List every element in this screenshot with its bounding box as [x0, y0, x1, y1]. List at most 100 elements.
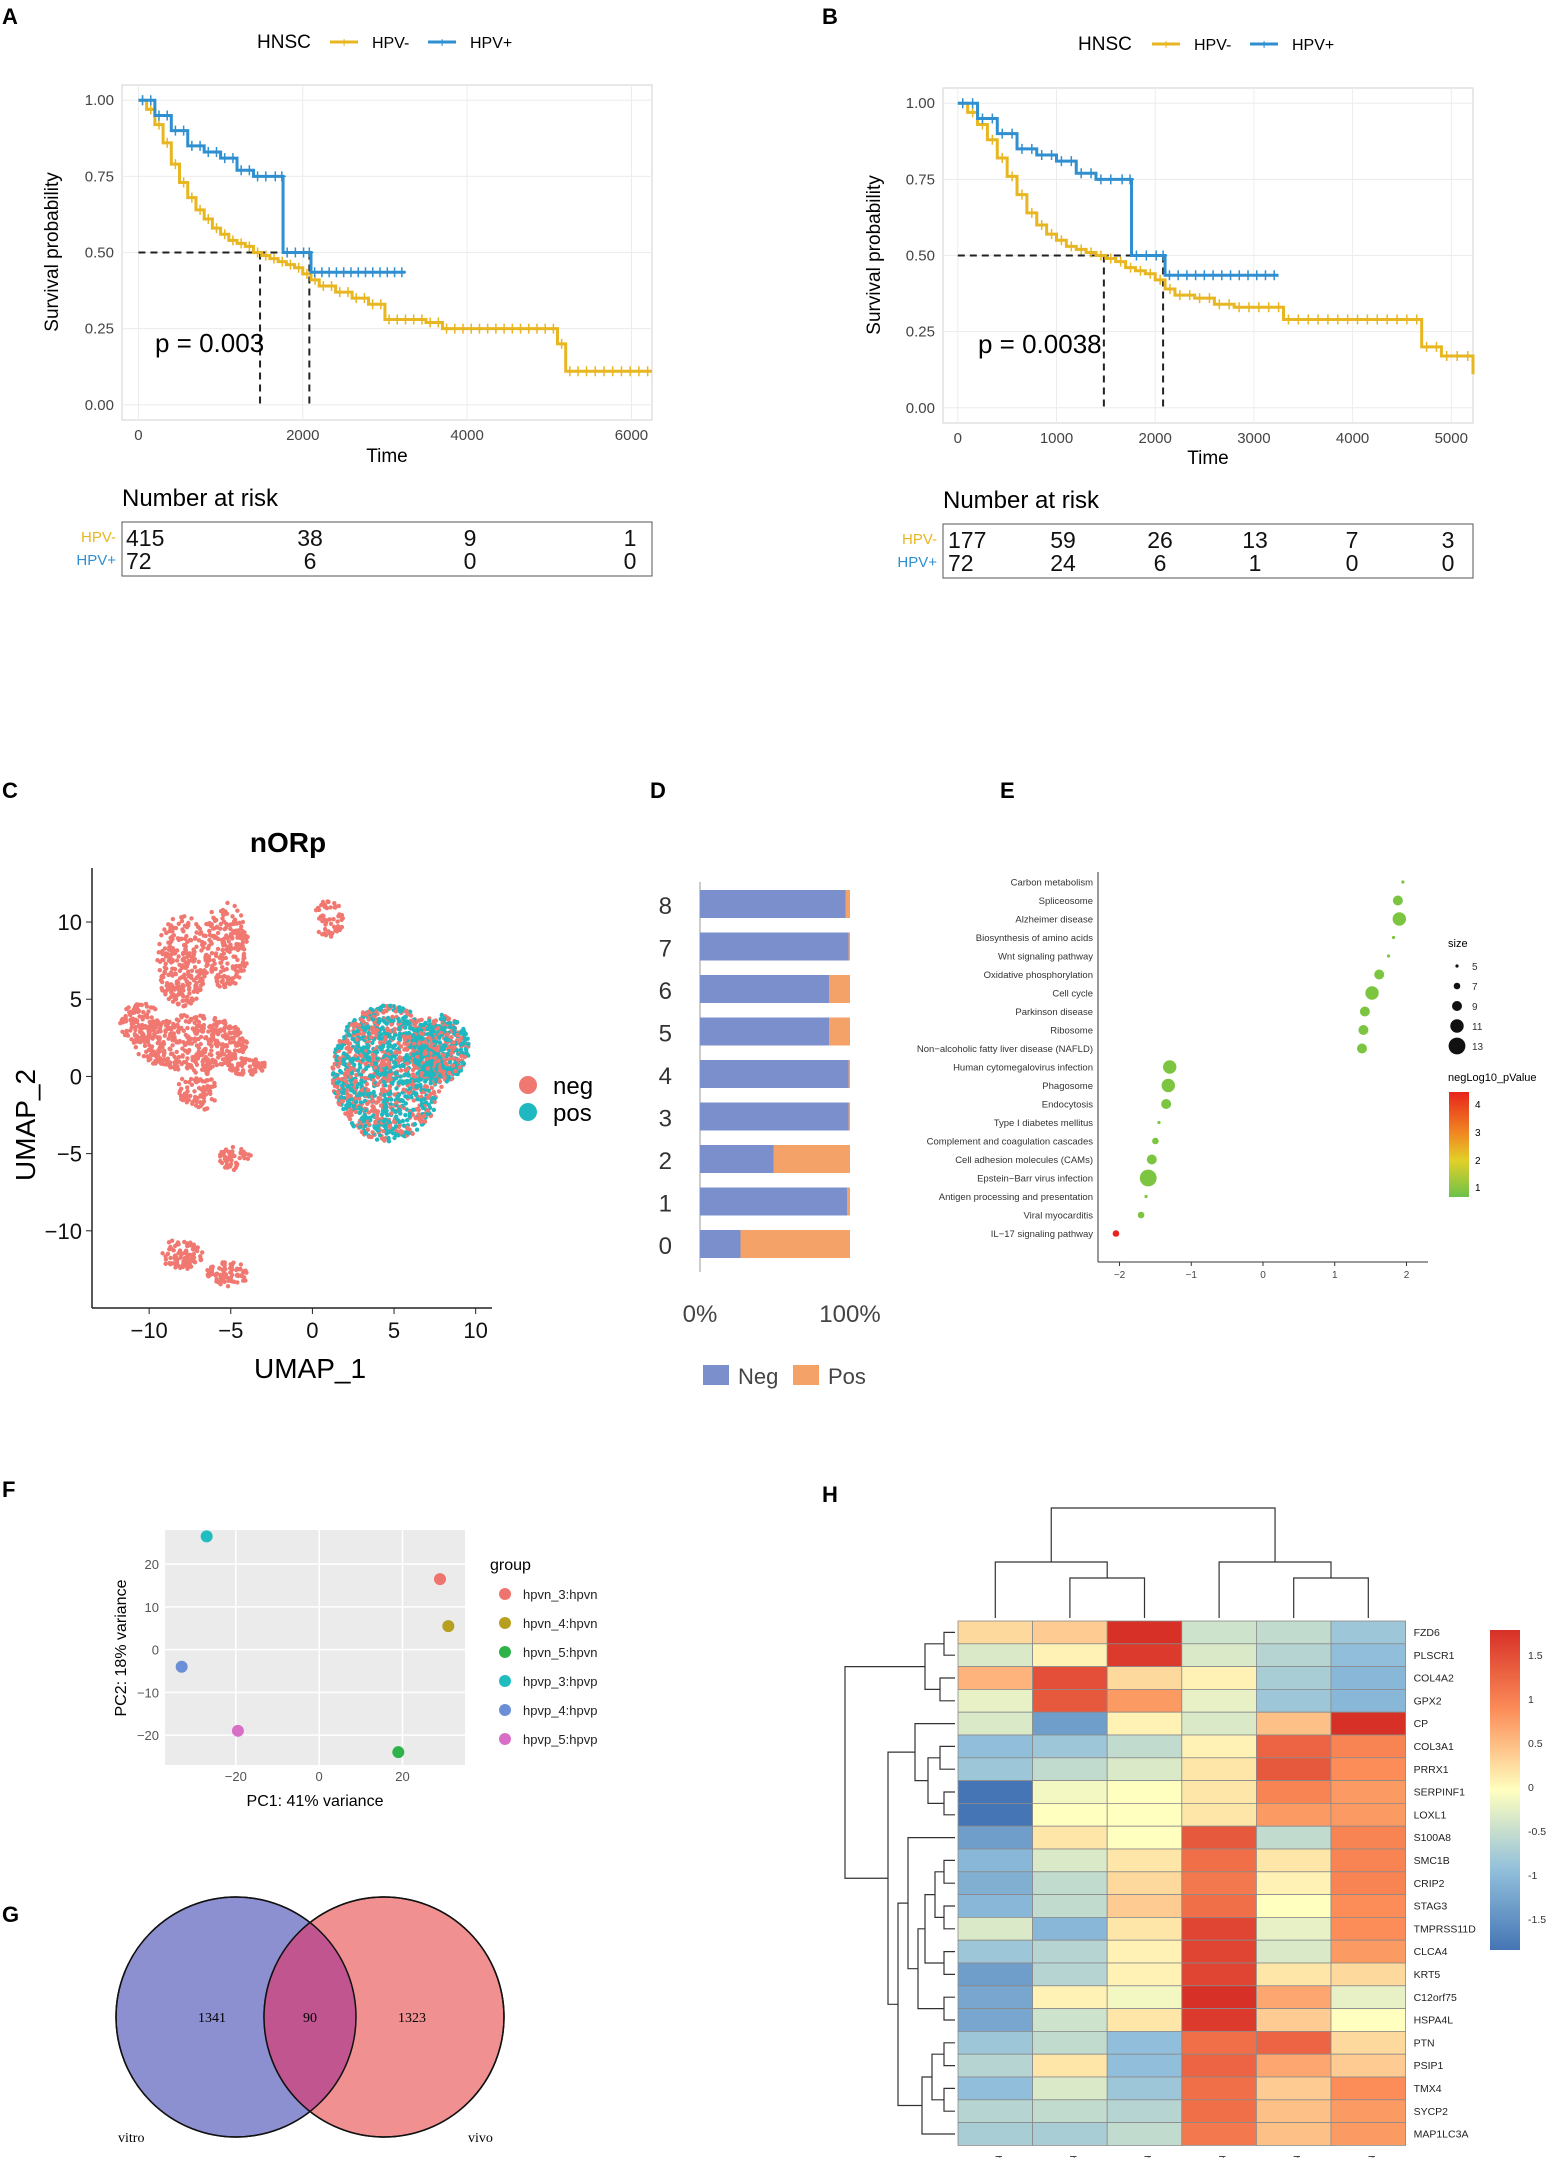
x-tick-label-a: 2000	[286, 427, 319, 444]
umap-cell	[404, 1009, 409, 1014]
censor-mark	[508, 323, 517, 334]
risk-count-b: 0	[1442, 550, 1455, 576]
heatmap-cell	[1181, 1848, 1257, 1873]
umap-cell	[394, 1100, 399, 1105]
dendro-branch	[943, 2087, 955, 2112]
umap-cell	[235, 1032, 241, 1037]
heatmap-cell	[1181, 2099, 1257, 2124]
umap-cell	[365, 1045, 371, 1050]
umap-cell	[378, 1072, 383, 1078]
censor-mark	[237, 165, 246, 176]
heatmap-cell	[1032, 1666, 1108, 1690]
umap-cell	[228, 922, 234, 927]
umap-cell	[358, 1124, 363, 1130]
umap-cell	[240, 1072, 245, 1077]
umap-cell	[405, 1055, 411, 1060]
umap-cell	[191, 989, 196, 994]
heatmap-cell	[1181, 2122, 1257, 2146]
umap-cell	[452, 1045, 457, 1050]
umap-cell	[316, 929, 321, 935]
umap-cell	[411, 1107, 416, 1113]
umap-cell	[379, 1112, 385, 1117]
umap-cell	[356, 1096, 362, 1101]
umap-cell	[415, 1027, 421, 1032]
umap-cell	[220, 978, 225, 983]
censor-mark	[237, 238, 246, 249]
censor-mark	[1235, 270, 1244, 281]
umap-cell	[192, 1089, 197, 1094]
censor-mark	[1047, 150, 1056, 160]
umap-cell	[402, 1055, 408, 1061]
umap-cell	[202, 1067, 208, 1073]
umap-cell	[366, 1030, 371, 1036]
umap-cell	[239, 1056, 244, 1061]
heatmap-cell	[957, 1803, 1033, 1827]
umap-cell	[393, 1124, 399, 1129]
umap-cell	[220, 1261, 225, 1267]
umap-cell	[234, 1163, 239, 1168]
risk-row-label-a: HPV-	[81, 529, 116, 546]
umap-cell	[375, 1056, 380, 1061]
heatmap-cell	[1106, 1620, 1183, 1645]
umap-cell	[213, 966, 218, 972]
umap-cell	[373, 1108, 378, 1113]
umap-cell	[194, 984, 199, 990]
heatmap-cell	[1256, 1917, 1332, 1941]
censor-mark	[397, 267, 406, 278]
umap-cell	[202, 974, 207, 979]
umap-cell	[171, 1024, 176, 1029]
panel-label-a: A	[2, 4, 18, 29]
umap-cell	[416, 1112, 421, 1117]
heatmap-column-label: hpvp_3	[1291, 2155, 1302, 2158]
x-tick-label-e: 2	[1404, 1270, 1410, 1281]
umap-cell	[169, 990, 174, 995]
umap-cell	[213, 1038, 219, 1044]
umap-cell	[202, 1107, 207, 1112]
censor-mark	[1116, 256, 1125, 267]
heatmap-cell	[1106, 1894, 1183, 1918]
dendro-branch	[917, 1928, 944, 2010]
heatmap-row-label: PTN	[1414, 2037, 1435, 2049]
heatmap-cell	[1330, 2076, 1406, 2101]
umap-cell	[204, 963, 209, 969]
umap-cell	[180, 927, 185, 932]
umap-cell	[200, 1250, 205, 1255]
umap-cell	[159, 1060, 164, 1065]
umap-cell	[169, 952, 174, 957]
umap-cell	[163, 954, 169, 959]
umap-cell	[215, 930, 221, 936]
umap-cell	[365, 1092, 371, 1097]
censor-mark	[1087, 168, 1096, 179]
umap-cell	[196, 938, 202, 943]
censor-mark	[491, 323, 500, 334]
umap-cell	[351, 1030, 356, 1035]
heatmap-row-label: GPX2	[1414, 1695, 1442, 1707]
umap-cell	[434, 1035, 439, 1041]
censor-mark	[283, 247, 292, 258]
censor-mark	[643, 366, 652, 377]
umap-cell	[209, 951, 215, 956]
umap-cell	[341, 1106, 346, 1112]
enrichment-dot	[1358, 1025, 1369, 1035]
umap-cell	[414, 1084, 419, 1090]
heatmap-cell	[1256, 1734, 1332, 1759]
umap-cell	[380, 1058, 386, 1064]
umap-cell	[354, 1072, 359, 1078]
umap-cell	[449, 1035, 454, 1040]
umap-cell	[410, 1052, 416, 1058]
dendro-branch	[844, 1666, 925, 1879]
umap-cell	[439, 1012, 444, 1018]
heatmap-cell	[1330, 1894, 1406, 1918]
umap-cell	[414, 1127, 420, 1132]
censor-mark	[998, 153, 1007, 164]
umap-cell	[223, 1032, 228, 1037]
umap-cell	[173, 997, 178, 1002]
umap-cell	[398, 1111, 403, 1116]
umap-cell	[370, 1017, 375, 1022]
umap-cell	[243, 1278, 248, 1283]
heatmap-cell	[957, 2031, 1033, 2055]
umap-cell	[437, 1035, 442, 1041]
risk-count-b: 0	[1346, 550, 1359, 576]
umap-cell	[327, 917, 332, 922]
enrichment-dot	[1161, 1078, 1176, 1093]
